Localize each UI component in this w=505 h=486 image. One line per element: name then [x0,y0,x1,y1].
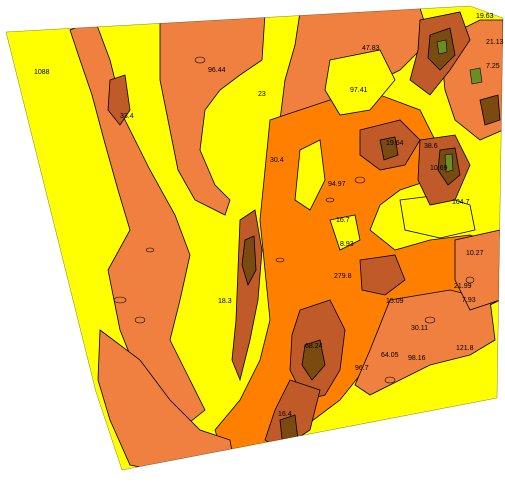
contour-label: 7.93 [462,297,476,304]
contour-label: 47.83 [362,45,380,52]
mid-zone-far-right [454,229,501,311]
mid-zone-center-top [159,13,266,216]
contour-label: 98.16 [408,355,426,362]
contour-label: 18.3 [218,298,232,305]
contour-label: 16.7 [336,217,350,224]
contour-label: 121.8 [456,345,474,352]
contour-label: 7.25 [486,63,500,70]
mid-zone-left [69,19,206,431]
contour-label: 97.41 [350,87,368,94]
peak-zone-8 [107,74,131,126]
contour-label: 8.93 [340,241,354,248]
summit-6 [279,414,299,449]
contour-label: 68.24 [305,343,323,350]
contour-label: 38.6 [424,143,438,150]
contour-label: 96.44 [208,67,226,74]
contour-label: 279.8 [334,273,352,280]
summit-4 [301,339,326,381]
contour-label: 21.13 [486,39,504,46]
accent-green-1 [436,39,448,55]
contour-label: 30.11 [411,325,428,332]
contour-label: 96.7 [355,365,369,372]
contour-label: 16.4 [278,411,292,418]
contour-label: 21.99 [454,283,472,290]
contour-label: 19.64 [386,140,404,147]
contour-label: 64.05 [381,352,399,359]
low-island-1 [294,139,326,211]
contour-label: 94.97 [328,181,346,188]
contour-label: 10.69 [430,165,448,172]
summit-3 [241,235,257,287]
low-island-4 [329,214,361,251]
contour-label: 104.7 [452,199,470,206]
contour-label: 15.09 [386,298,404,305]
contour-label: 10.27 [466,250,484,257]
low-island-3 [324,49,396,116]
contour-label: 23 [258,91,266,98]
peak-zone-7 [359,254,406,296]
contour-label: 33.4 [120,113,134,120]
contour-label: 30.4 [270,157,284,164]
contour-labels: 1088 96.44 33.4 23 47.83 97.41 19.63 21.… [34,13,504,418]
accent-green-3 [469,67,483,85]
summit-5 [379,136,399,161]
accent-green-2 [444,153,454,173]
map-boundary [5,5,504,471]
contour-label: 1088 [34,69,50,76]
contour-label: 19.63 [476,13,494,20]
summit-7 [479,94,501,126]
mid-zone-bottom-left [97,329,236,470]
contour-speckles [113,56,475,384]
